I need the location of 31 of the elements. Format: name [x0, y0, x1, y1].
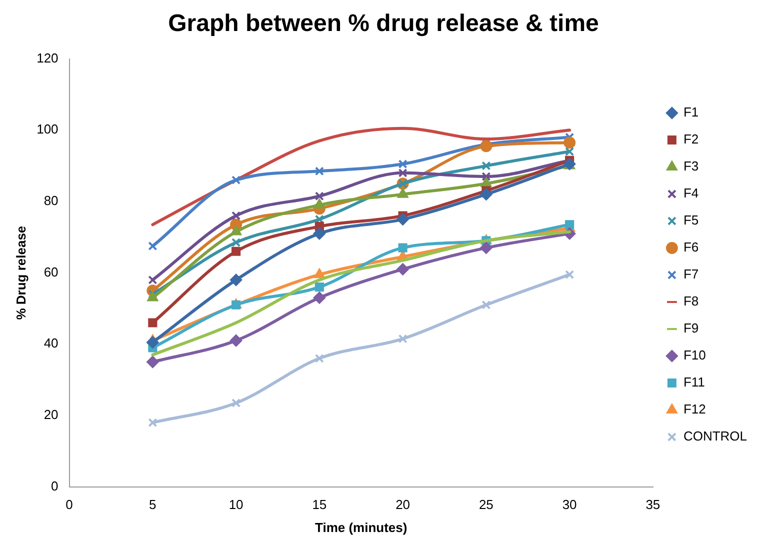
x-tick-label: 0: [66, 497, 73, 512]
legend-label: F11: [683, 374, 705, 390]
legend-label: F6: [683, 240, 699, 255]
legend-label: F3: [683, 158, 699, 174]
x-tick-label: 5: [149, 497, 156, 512]
legend-label: CONTROL: [683, 428, 748, 444]
y-tick-label: 40: [44, 336, 58, 351]
legend-label: F2: [683, 132, 699, 147]
x-tick-label: 25: [478, 497, 494, 512]
y-tick-label: 20: [44, 407, 58, 422]
chart-title: Graph between % drug release & time: [168, 10, 599, 38]
legend-label: F5: [683, 212, 699, 228]
x-tick-label: 10: [228, 497, 244, 512]
y-tick-label: 60: [44, 264, 58, 280]
y-tick-label: 80: [44, 193, 58, 208]
legend-label: F12: [683, 402, 706, 417]
y-tick-label: 0: [51, 478, 58, 494]
x-tick-label: 20: [396, 497, 410, 512]
x-tick-label: 30: [562, 497, 577, 512]
legend-label: F8: [683, 294, 699, 309]
legend-label: F9: [683, 320, 699, 336]
x-tick-label: 15: [312, 497, 327, 512]
legend-label: F7: [683, 266, 699, 282]
legend-label: F10: [683, 348, 706, 363]
legend-label: F1: [683, 104, 699, 120]
y-axis-title: % Drug release: [13, 226, 28, 320]
x-tick-label: 35: [646, 497, 660, 512]
y-tick-label: 100: [36, 122, 58, 137]
y-tick-label: 120: [36, 50, 58, 66]
x-axis-title: Time (minutes): [315, 520, 408, 535]
legend-label: F4: [683, 186, 699, 201]
